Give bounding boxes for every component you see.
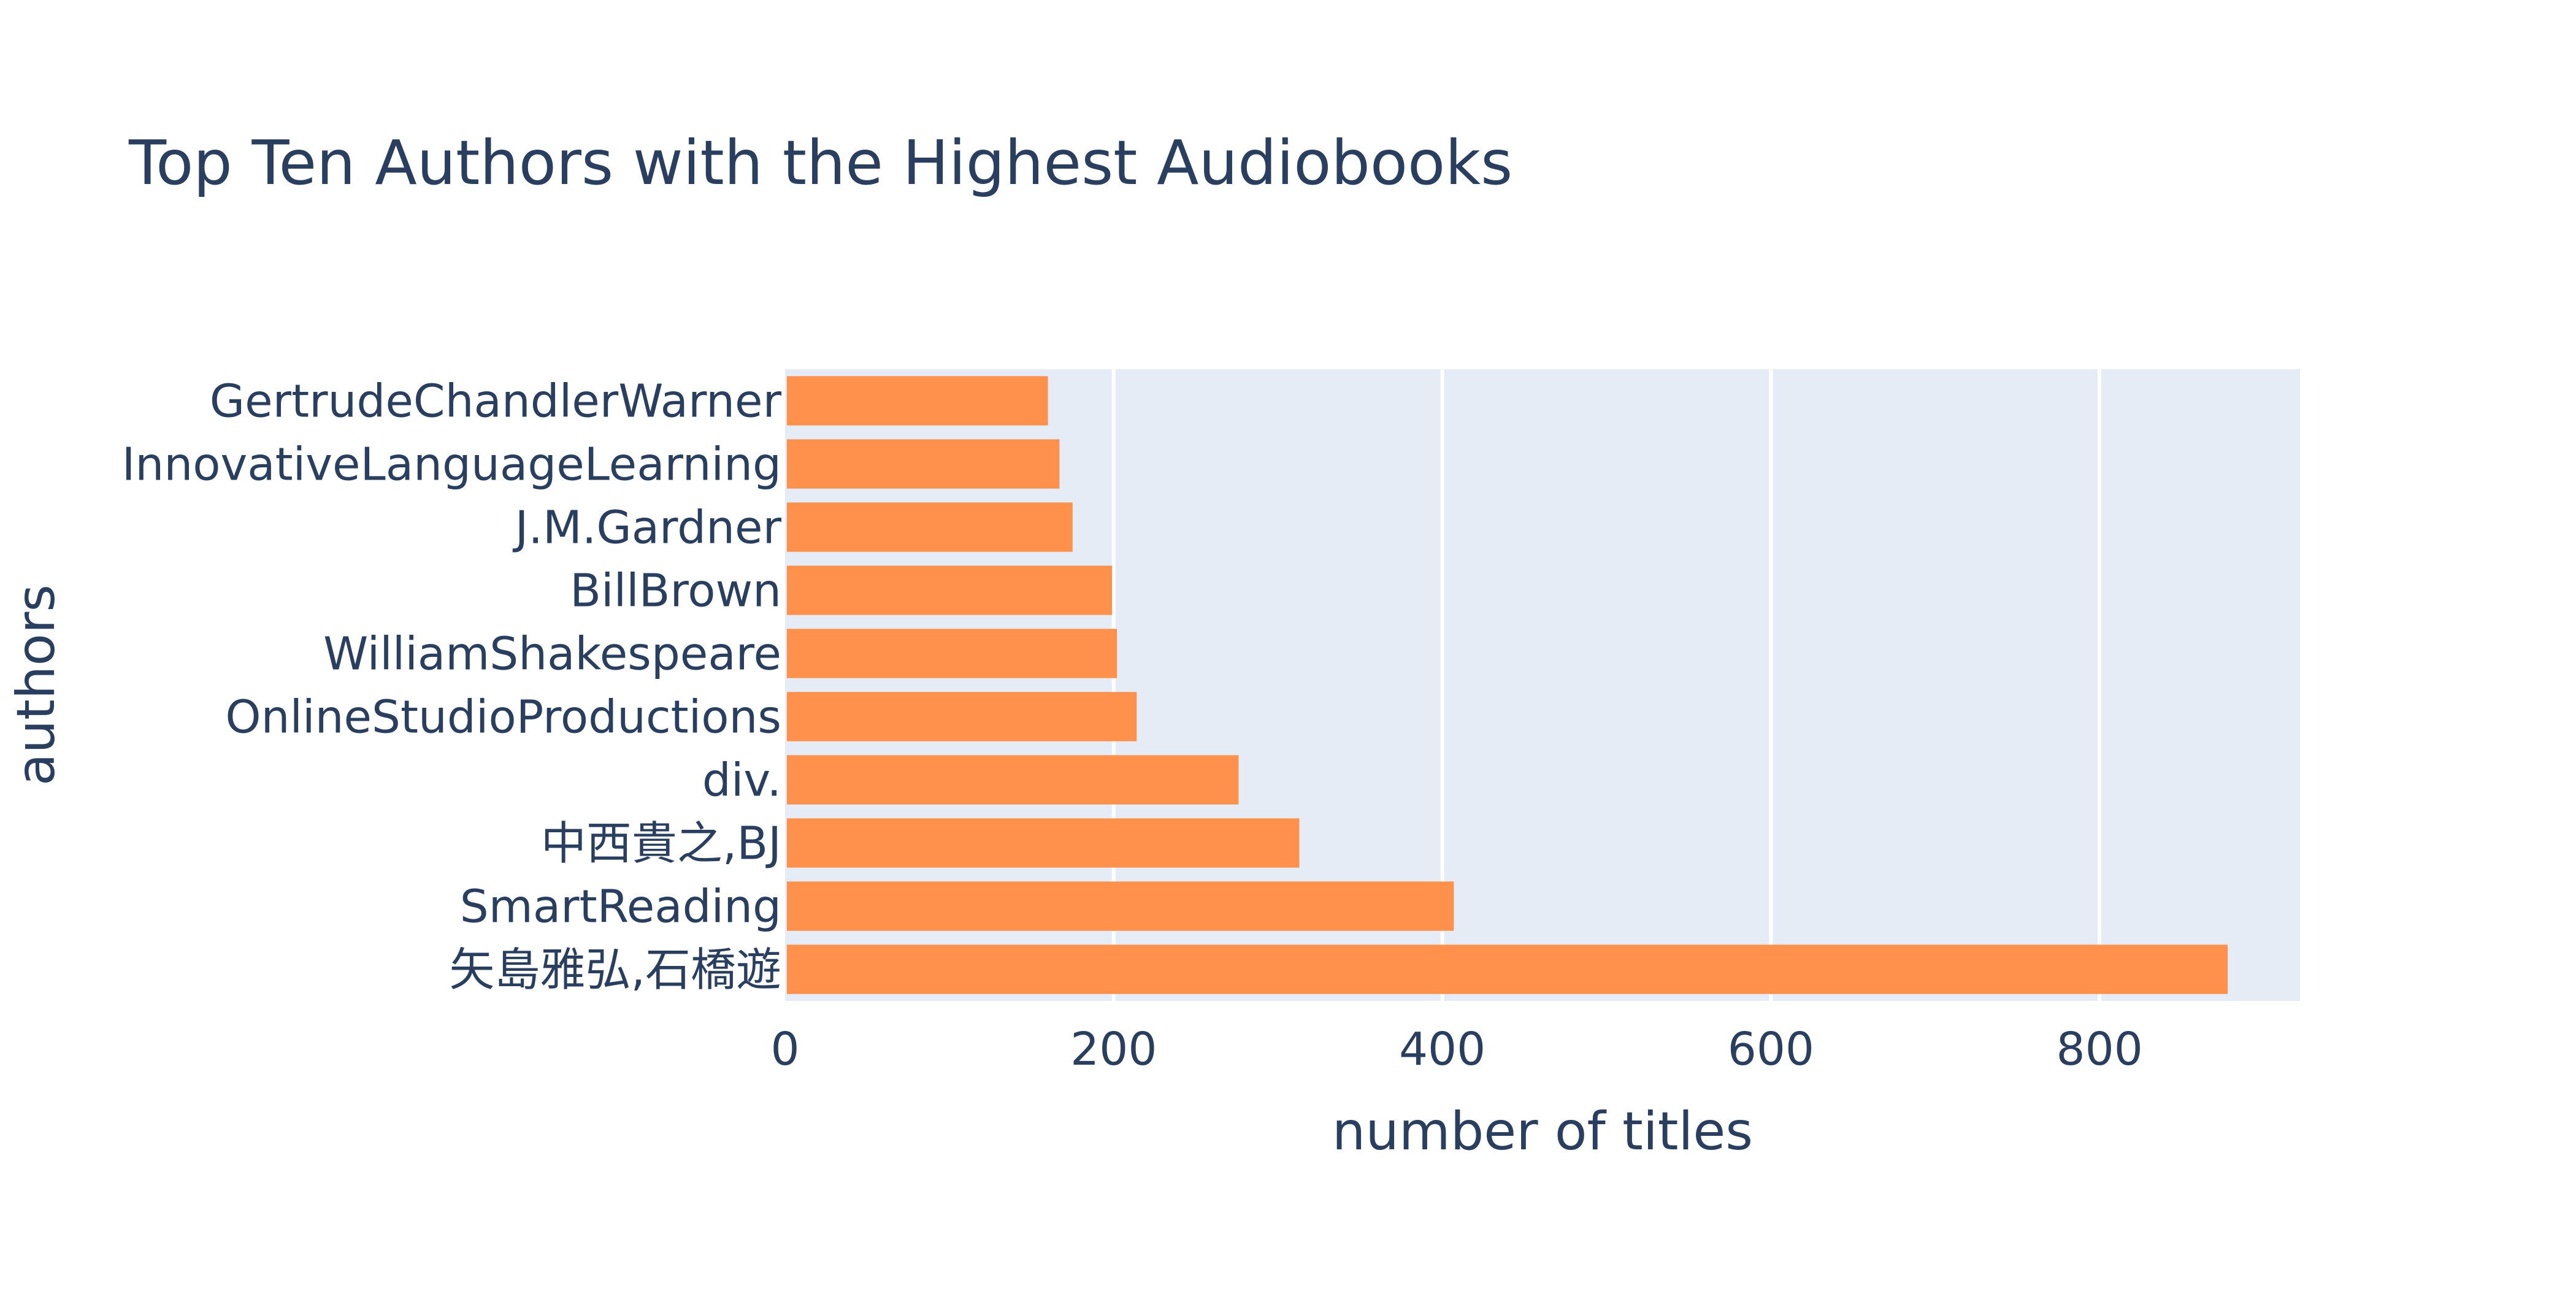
x-tick-label: 800 xyxy=(2057,1023,2143,1076)
bar xyxy=(787,629,1117,678)
x-tick-label: 0 xyxy=(770,1023,799,1076)
bar xyxy=(787,944,2228,994)
bars xyxy=(787,376,2228,994)
y-tick-label: div. xyxy=(702,754,781,806)
bar xyxy=(787,376,1048,426)
y-tick-label: SmartReading xyxy=(460,880,781,933)
bar xyxy=(787,439,1060,489)
y-tick-label: 矢島雅弘,石橋遊 xyxy=(449,943,781,996)
bar xyxy=(787,502,1073,552)
x-axis-ticks: 0 200 400 600 800 xyxy=(770,1023,2142,1076)
y-tick-label: J.M.Gardner xyxy=(513,501,782,554)
y-tick-label: InnovativeLanguageLearning xyxy=(122,438,781,491)
y-tick-label: 中西貴之,BJ xyxy=(541,817,781,870)
y-tick-label: GertrudeChandlerWarner xyxy=(210,375,782,427)
y-tick-label: OnlineStudioProductions xyxy=(225,691,781,743)
x-axis-title: number of titles xyxy=(1332,1101,1753,1162)
x-tick-label: 600 xyxy=(1728,1023,1814,1076)
y-tick-label: BillBrown xyxy=(570,564,781,617)
bar xyxy=(787,692,1137,741)
chart-title: Top Ten Authors with the Highest Audiobo… xyxy=(128,127,1512,199)
x-tick-label: 400 xyxy=(1399,1023,1485,1076)
y-tick-label: WilliamShakespeare xyxy=(323,627,781,680)
bar xyxy=(787,755,1239,805)
y-axis-ticks: GertrudeChandlerWarner InnovativeLanguage… xyxy=(122,375,782,996)
y-axis-title: authors xyxy=(6,584,67,786)
bar xyxy=(787,818,1300,868)
bar xyxy=(787,881,1454,931)
bar xyxy=(787,565,1113,615)
x-tick-label: 200 xyxy=(1070,1023,1157,1076)
